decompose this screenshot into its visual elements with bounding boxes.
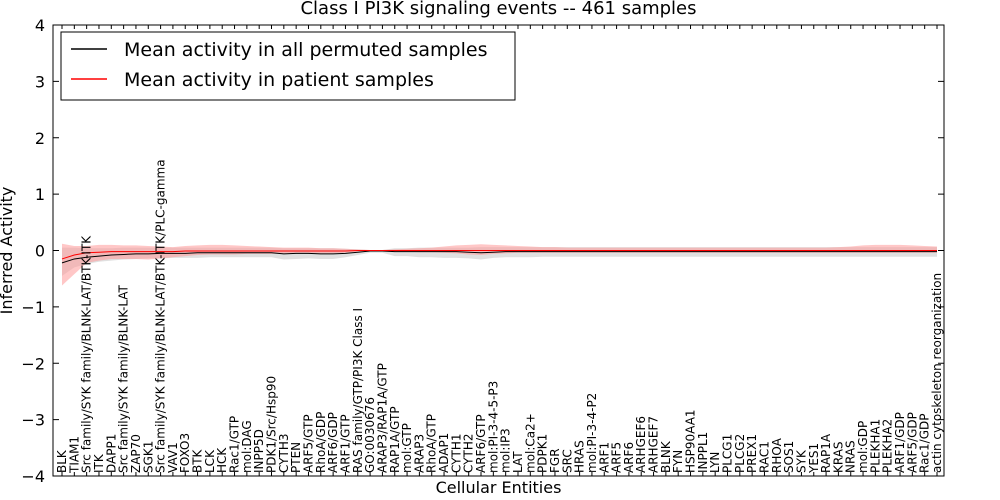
x-tick-label: BLK xyxy=(55,449,69,473)
line-patient xyxy=(61,250,937,260)
x-tick-label: RAS family/GTP/PI3K Class I xyxy=(351,308,365,473)
x-tick-label: SGK1 xyxy=(141,441,155,473)
y-axis: −4 −3 −2 −1 0 1 2 3 4 xyxy=(21,16,944,486)
x-tick-label: RAC1 xyxy=(757,441,771,473)
x-tick-label: mol:DAG xyxy=(240,420,254,473)
x-tick-label: ARF6 xyxy=(622,442,636,473)
x-tick-label: ARAP3/RAP1A/GTP xyxy=(375,363,389,473)
x-tick-label: KRAS xyxy=(831,441,845,473)
x-tick-label: mol:IP3 xyxy=(499,428,513,473)
series-lines xyxy=(61,250,937,264)
x-tick-label: RAP1A/GTP xyxy=(388,406,402,473)
x-tick-label: Src family/SYK family/BLNK-LAT/BTK-ITK xyxy=(80,235,94,473)
x-tick-label: RHOA xyxy=(770,437,784,473)
x-tick-label: VAV1 xyxy=(166,442,180,473)
x-tick-label: HCK xyxy=(215,447,229,473)
x-tick-label: ITK xyxy=(92,453,106,473)
x-tick-label: HRAS xyxy=(573,440,587,473)
x-tick-label: RhoA/GTP xyxy=(425,414,439,473)
x-tick-label: BLNK xyxy=(659,440,673,473)
legend-box xyxy=(60,31,516,101)
x-tick-label: ARF6/GDP xyxy=(326,412,340,473)
x-tick-label: ARF1 xyxy=(597,442,611,473)
x-tick-label: ZAP70 xyxy=(129,434,143,473)
y-tick-label: 4 xyxy=(35,16,45,35)
legend: Mean activity in all permuted samples Me… xyxy=(60,31,516,101)
x-tick-label: LCK xyxy=(203,449,217,473)
x-tick-label: PLCG2 xyxy=(733,434,747,473)
x-tick-label: ARHGEF7 xyxy=(647,416,661,473)
x-tick-label: Rac1/GTP xyxy=(228,416,242,473)
x-tick-label: NRAS xyxy=(844,440,858,473)
x-tick-label: ARHGEF6 xyxy=(634,416,648,473)
x-tick-label: ARF1/GDP xyxy=(893,412,907,473)
x-tick-label: RhoA/GDP xyxy=(314,412,328,473)
x-tick-label: RAP1A xyxy=(819,433,833,473)
x-tick-label: mol:GDP xyxy=(856,421,870,473)
x-tick-label: PLEKHA1 xyxy=(868,419,882,473)
x-tick-label: BTK xyxy=(191,448,205,473)
x-tick-label: FGR xyxy=(548,448,562,473)
x-tick-label: mol:GTP xyxy=(400,423,414,473)
y-tick-label: 2 xyxy=(35,129,45,148)
x-tick-label: mol:PI-3-4-5-P3 xyxy=(486,381,500,473)
x-tick-label: Rac1/GDP xyxy=(918,414,932,473)
x-tick-label: ARF6/GTP xyxy=(474,414,488,473)
x-tick-label: mol:Ca2+ xyxy=(523,413,537,473)
x-tick-label: ARAP3 xyxy=(412,434,426,473)
y-axis-title: Inferred Activity xyxy=(0,187,16,315)
x-tick-label: PDPK1 xyxy=(536,434,550,473)
x-tick-label: SYK xyxy=(794,449,808,473)
x-tick-label: ARF5/GDP xyxy=(905,412,919,473)
x-tick-label: LYN xyxy=(708,452,722,473)
x-tick-label: GO:0030676 xyxy=(363,397,377,473)
x-tick-label: YES1 xyxy=(807,443,821,474)
x-tick-label: INPP5D xyxy=(252,429,266,473)
x-tick-label: FOXO3 xyxy=(178,433,192,473)
x-tick-label: Src family/SYK family/BLNK-LAT/BTK-ITK/P… xyxy=(154,159,168,473)
x-tick-label: PDK1/Src/Hsp90 xyxy=(265,376,279,473)
y-tick-label: −2 xyxy=(21,354,45,373)
y-tick-label: −3 xyxy=(21,411,45,430)
x-tick-label: HSP90AA1 xyxy=(684,409,698,473)
x-tick-label: Src family/SYK family/BLNK-LAT xyxy=(117,284,131,473)
y-tick-label: 3 xyxy=(35,72,45,91)
y-tick-label: −4 xyxy=(21,467,45,486)
chart-title: Class I PI3K signaling events -- 461 sam… xyxy=(300,0,696,19)
x-tick-label: SOS1 xyxy=(782,441,796,473)
x-tick-label: CYTH2 xyxy=(462,434,476,474)
legend-label-permuted: Mean activity in all permuted samples xyxy=(124,39,487,61)
x-tick-label: PLCG1 xyxy=(720,434,734,473)
x-tick-label: ADAP1 xyxy=(437,433,451,473)
x-tick-label: mol:PI-3-4-P2 xyxy=(585,393,599,473)
y-tick-label: 0 xyxy=(35,242,45,261)
line-permuted xyxy=(61,250,937,264)
x-tick-label: CYTH1 xyxy=(449,434,463,474)
x-tick-label: ARF5 xyxy=(610,442,624,473)
x-tick-label: PTEN xyxy=(289,442,303,473)
x-tick-label: PREX1 xyxy=(745,434,759,473)
x-tick-label: actin cytoskeleton reorganization xyxy=(930,273,944,473)
x-tick-label: PLEKHA2 xyxy=(881,419,895,473)
x-tick-label: CYTH3 xyxy=(277,434,291,474)
x-tick-label: ARF1/GTP xyxy=(338,414,352,473)
x-tick-label: DAPP1 xyxy=(104,434,118,473)
x-tick-label: FYN xyxy=(671,450,685,473)
x-axis-title: Cellular Entities xyxy=(436,478,562,497)
x-tick-label: LAT xyxy=(511,451,525,473)
y-tick-label: −1 xyxy=(21,298,45,317)
x-tick-label: TIAM1 xyxy=(67,436,81,474)
y-tick-label: 1 xyxy=(35,185,45,204)
band-permuted xyxy=(62,247,937,276)
x-tick-label: ARF5/GTP xyxy=(301,414,315,473)
legend-label-patient: Mean activity in patient samples xyxy=(124,69,434,91)
x-tick-label: SRC xyxy=(560,449,574,473)
x-tick-label: INPPL1 xyxy=(696,432,710,473)
